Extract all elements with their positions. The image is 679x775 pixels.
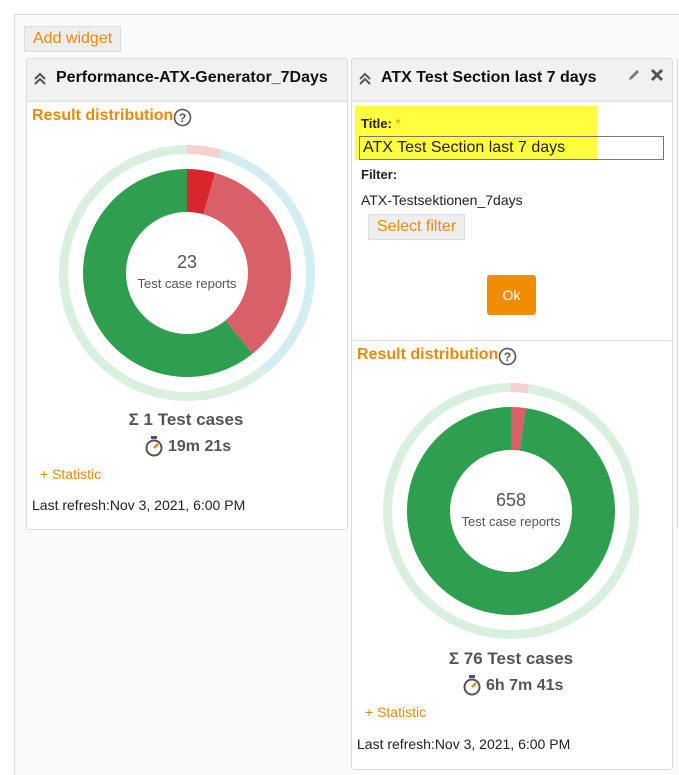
form-label: Title: * <box>361 116 401 131</box>
timer-icon <box>463 675 481 696</box>
donut-chart: 658 Test case reports <box>383 383 639 639</box>
required-mark: * <box>395 116 401 131</box>
form-label: Filter: <box>361 167 398 182</box>
last-refresh: Last refresh:Nov 3, 2021, 6:00 PM <box>32 497 246 513</box>
ok-button[interactable]: Ok <box>487 275 536 315</box>
collapse-icon[interactable] <box>33 72 47 86</box>
donut-segment <box>83 169 253 377</box>
filter-value: ATX-Testsektionen_7days <box>361 192 523 208</box>
outer-ring-segment <box>219 149 315 373</box>
svg-text:?: ? <box>179 111 186 125</box>
total-count: 23 <box>177 252 197 272</box>
donut-segment <box>407 407 615 615</box>
help-icon[interactable]: ? <box>498 347 517 366</box>
widget-header <box>352 59 672 102</box>
select-filter-button[interactable]: Select filter <box>368 214 466 240</box>
timer-icon <box>145 436 163 457</box>
donut-chart: 23 Test case reports <box>59 145 315 401</box>
collapse-icon[interactable] <box>358 72 372 86</box>
section-title: Result distribution <box>32 107 174 124</box>
total-count: 658 <box>496 490 526 510</box>
close-icon[interactable] <box>650 68 664 82</box>
next-widget-edge <box>677 58 679 528</box>
widget-title: Performance-ATX-Generator_7Days <box>56 69 328 86</box>
svg-text:?: ? <box>504 350 511 364</box>
widget-header <box>27 59 347 102</box>
statistic-link[interactable]: + Statistic <box>40 466 102 482</box>
outer-ring-segment <box>187 145 222 159</box>
duration: 6h 7m 41s <box>486 677 564 694</box>
test-case-count: Σ 76 Test cases <box>448 649 574 668</box>
divider <box>352 340 671 341</box>
outer-ring-segment <box>511 383 530 394</box>
section-title: Result distribution <box>357 346 499 363</box>
donut-segment <box>187 169 216 215</box>
add-widget-button[interactable]: Add widget <box>24 26 122 52</box>
highlight <box>355 106 597 160</box>
donut-segment <box>203 172 291 354</box>
total-label: Test case reports <box>138 276 237 291</box>
total-label: Test case reports <box>462 514 561 529</box>
help-icon[interactable]: ? <box>173 108 192 127</box>
statistic-link[interactable]: + Statistic <box>365 704 427 720</box>
test-case-count: Σ 1 Test cases <box>128 410 244 429</box>
last-refresh: Last refresh:Nov 3, 2021, 6:00 PM <box>357 736 571 752</box>
widget <box>26 58 348 530</box>
widget <box>351 58 673 770</box>
edit-icon[interactable] <box>627 68 641 82</box>
widget-title: ATX Test Section last 7 days <box>381 69 597 86</box>
title-input[interactable]: ATX Test Section last 7 days <box>359 136 664 160</box>
duration: 19m 21s <box>168 438 232 455</box>
label-text: Title: <box>361 116 392 131</box>
donut-segment <box>511 407 526 451</box>
